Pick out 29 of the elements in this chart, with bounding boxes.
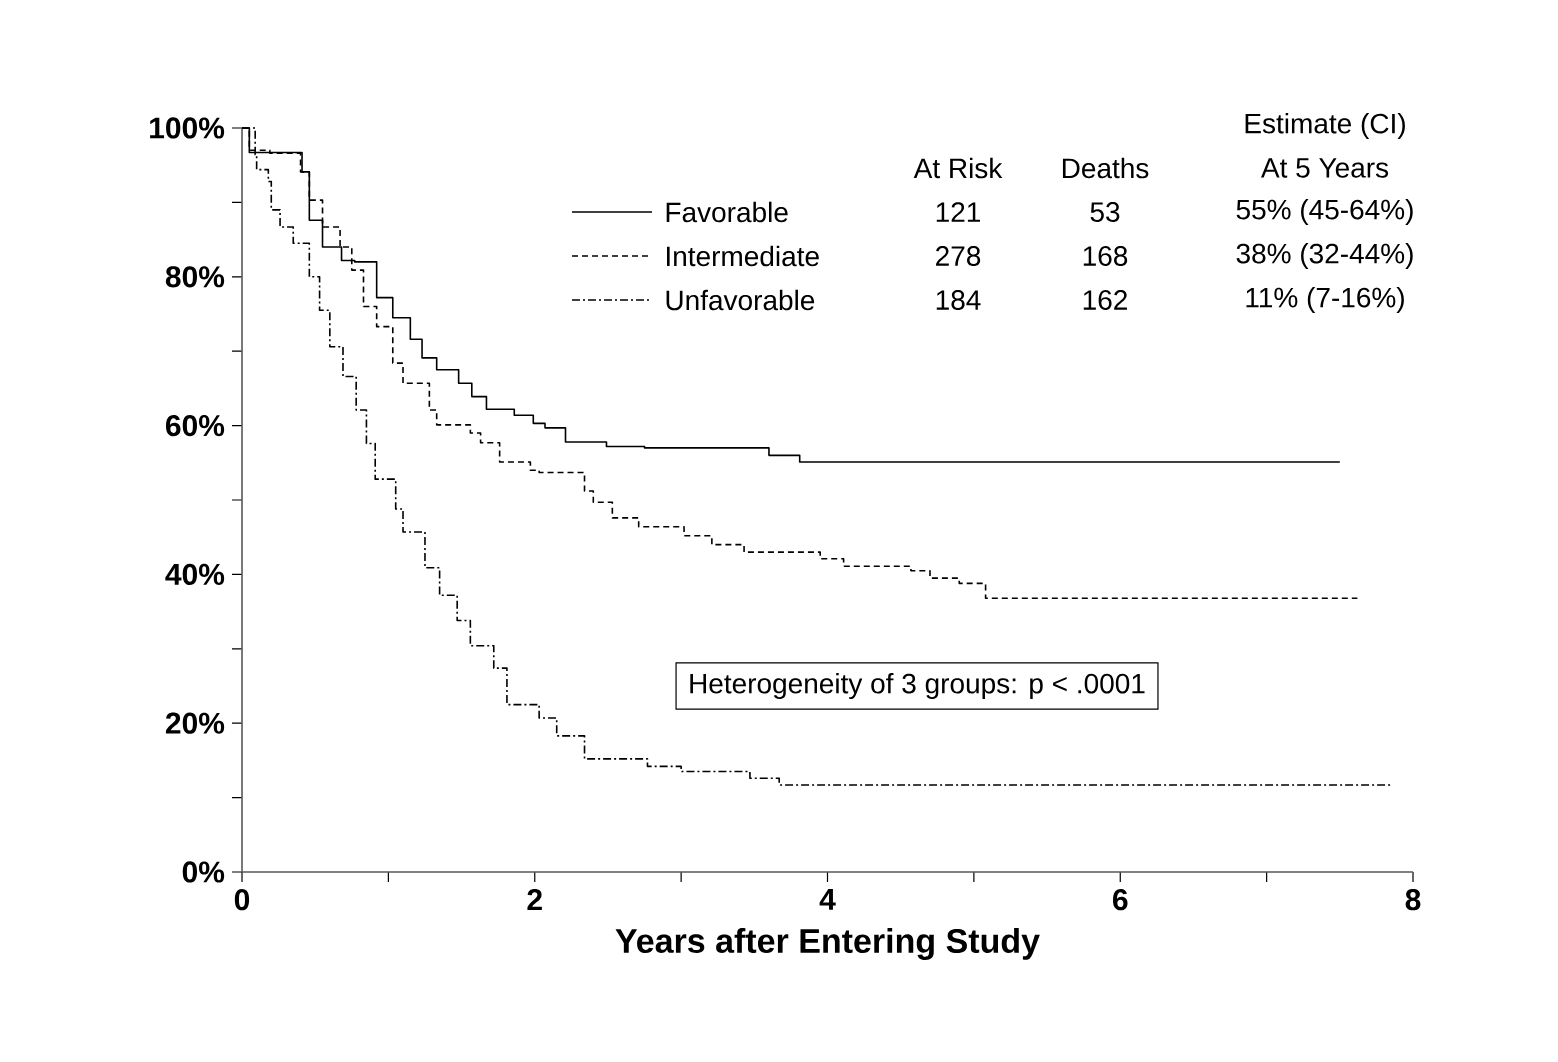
- x-tick-label: 6: [1113, 889, 1128, 911]
- x-tick-label: 2: [527, 889, 542, 911]
- annotation: Deaths: [1062, 157, 1149, 179]
- y-tick-label: 0%: [182, 861, 225, 883]
- y-tick-label: 60%: [165, 414, 225, 437]
- annotation: 168: [1083, 246, 1128, 266]
- x-tick-label: 0: [234, 889, 250, 911]
- annotation: 278: [936, 246, 981, 266]
- y-tick-label: 80%: [165, 266, 225, 288]
- annotation: 53: [1090, 202, 1120, 222]
- y-tick-label: 40%: [165, 563, 225, 586]
- y-tick-label: 20%: [165, 712, 225, 734]
- annotation: 38% (32-44%): [1236, 242, 1413, 270]
- annotation: Estimate (CI): [1245, 112, 1405, 140]
- annotation: Heterogeneity of 3 groups: p < .0001: [690, 672, 1145, 700]
- annotation: 184: [936, 290, 981, 310]
- x-tick-label: 4: [819, 889, 836, 910]
- annotation: 162: [1083, 290, 1127, 310]
- annotation: 11% (7-16%): [1246, 286, 1404, 314]
- annotation: At Risk: [913, 157, 1003, 179]
- annotation: At 5 Years: [1261, 158, 1389, 178]
- annotation: 121: [936, 202, 980, 222]
- x-axis-title: Years after Entering Study: [615, 928, 1040, 960]
- legend-label: Unfavorable: [666, 289, 815, 311]
- annotation: 55% (45-64%): [1236, 198, 1413, 226]
- legend-label: Favorable: [666, 201, 788, 223]
- x-tick-label: 8: [1405, 889, 1421, 911]
- y-tick-label: 100%: [150, 117, 225, 139]
- legend-label: Intermediate: [666, 245, 819, 267]
